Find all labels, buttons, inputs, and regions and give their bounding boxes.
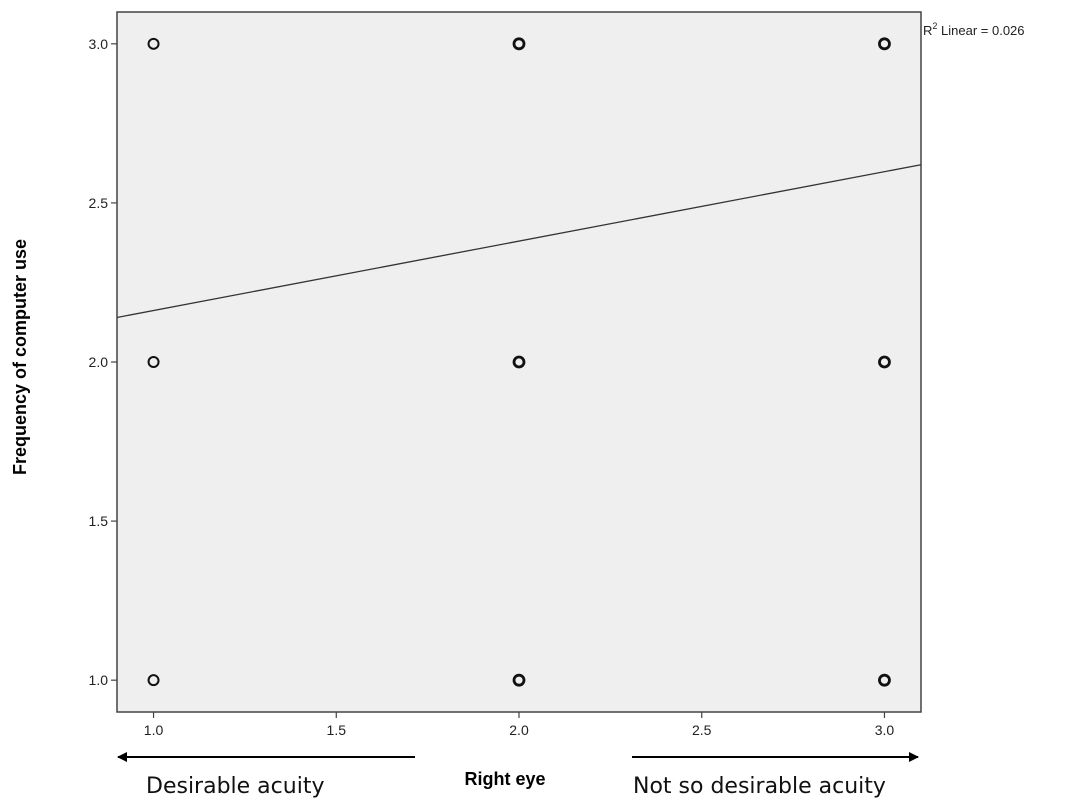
data-point <box>878 355 891 369</box>
data-point <box>878 37 891 51</box>
x-tick-label: 2.0 <box>509 722 529 738</box>
data-point <box>512 673 526 687</box>
y-tick-label: 3.0 <box>89 36 109 52</box>
data-point <box>147 674 160 687</box>
x-tick-label: 3.0 <box>875 722 895 738</box>
y-axis: 1.0 1.5 2.0 2.5 3.0 <box>89 36 117 688</box>
x-axis: 1.0 1.5 2.0 2.5 3.0 <box>144 712 895 738</box>
x-tick-label: 1.0 <box>144 722 164 738</box>
y-axis-title: Frequency of computer use <box>10 239 30 475</box>
y-tick-label: 1.0 <box>89 672 109 688</box>
data-point <box>147 37 160 50</box>
data-point <box>878 673 891 687</box>
plot-area <box>116 11 922 713</box>
desirable-acuity-label: Desirable acuity <box>146 774 324 799</box>
r-squared-label: R2 Linear = 0.026 <box>923 21 1025 38</box>
y-tick-label: 2.5 <box>89 195 109 211</box>
data-points <box>147 37 891 687</box>
not-so-desirable-acuity-label: Not so desirable acuity <box>633 774 886 799</box>
x-tick-label: 2.5 <box>692 722 712 738</box>
y-tick-label: 1.5 <box>89 513 109 529</box>
x-tick-label: 1.5 <box>327 722 347 738</box>
data-point <box>147 356 160 368</box>
linear-fit-line <box>116 164 922 319</box>
data-point <box>512 355 526 369</box>
y-tick-label: 2.0 <box>89 354 109 370</box>
x-axis-title: Right eye <box>464 769 545 789</box>
data-point <box>512 37 526 51</box>
